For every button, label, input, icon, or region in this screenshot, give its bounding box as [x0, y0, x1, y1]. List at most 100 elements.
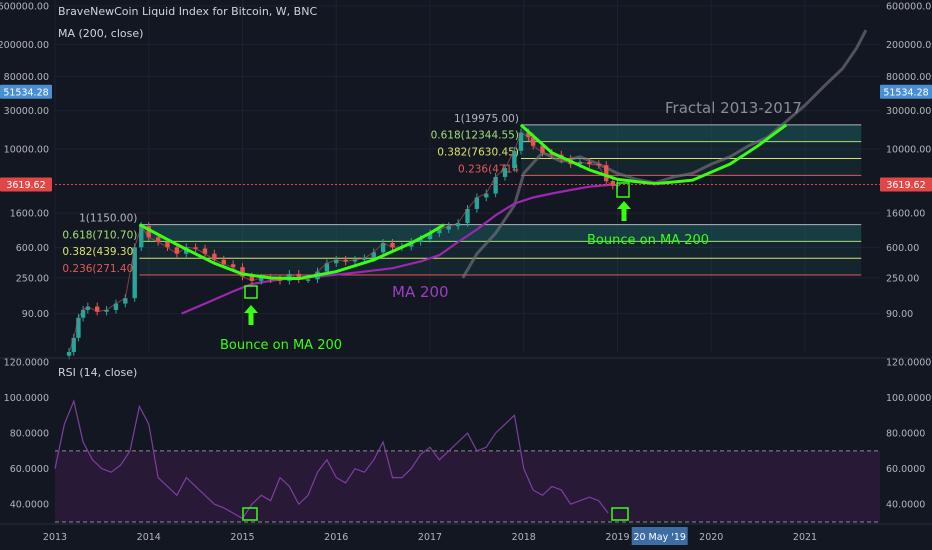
current-price-tag-left-bg	[0, 177, 52, 192]
y-tick-label-left: 90.00	[22, 309, 49, 320]
x-tick-label: 2013	[43, 532, 67, 543]
fib-retracement-2018: 1(19975.00) 0.618(12344.55) 0.382(7630.45)…	[431, 113, 862, 176]
y-tick-label-right: 600.00	[886, 243, 919, 254]
rsi-pane: 120.0000 120.0000 100.0000 100.0000 80.0000 8…	[4, 358, 931, 523]
y-tick-label-left: 30000.00	[4, 106, 49, 117]
fib-level-label: 0.236(4714	[458, 163, 519, 175]
current-price-tag-right-bg	[880, 177, 932, 192]
candle-body	[305, 279, 311, 281]
candle-body	[502, 168, 508, 177]
candle-body	[324, 263, 330, 272]
candle-body	[146, 226, 151, 238]
candle-body	[427, 233, 433, 240]
candle-body	[418, 239, 423, 242]
candle-body	[249, 276, 255, 281]
candle-body	[371, 252, 376, 259]
rsi-y-tick-right: 40.0000	[886, 500, 925, 511]
fractal-label: Fractal 2013-2017	[665, 99, 802, 117]
candle-body	[446, 226, 451, 230]
rsi-box-right	[611, 507, 629, 521]
candle-body	[352, 259, 358, 262]
y-tick-label-right: 90.00	[886, 309, 913, 320]
price-axes: 600000.00 600000.00 200000.00 200000.00 8000…	[0, 2, 932, 320]
fib-level-label: 0.618(710.70)	[62, 229, 137, 241]
fib-level-label: 1(1150.00)	[79, 213, 137, 225]
x-tick-label: 2015	[230, 532, 254, 543]
candle-body	[526, 132, 531, 138]
y-tick-label-right: 30000.00	[886, 106, 931, 117]
candle-body	[240, 267, 245, 277]
time-axis: 2013 2014 2015 2016 2017 2018 2019 2020 2021 20 M…	[0, 523, 932, 545]
rsi-y-tick-left: 40.0000	[10, 500, 49, 511]
candle-body	[587, 162, 592, 165]
x-tick-label: 2016	[324, 532, 348, 543]
date-tag: 20 May '19	[633, 532, 685, 543]
bounce-label-right: Bounce on MA 200	[587, 233, 709, 248]
rsi-band	[55, 450, 880, 522]
y-tick-label-left: 600.00	[16, 243, 49, 254]
fib-level-label: 0.236(271.40)	[62, 263, 137, 275]
candle-body	[202, 248, 208, 254]
candle-body	[66, 352, 72, 356]
candle-body	[296, 273, 301, 280]
candle-body	[104, 309, 109, 312]
rsi-label: RSI (14, close)	[58, 366, 138, 379]
candle-body	[132, 247, 137, 299]
candle-body	[123, 298, 128, 304]
x-tick-label: 2014	[137, 532, 161, 543]
candle-body	[165, 241, 170, 248]
candle-body	[530, 137, 536, 146]
y-tick-label-left: 1600.00	[10, 209, 49, 220]
candle-body	[390, 242, 395, 248]
bounce-arrow-right	[617, 201, 631, 221]
ma-price-tag-left: 51534.28	[3, 87, 48, 98]
candle-body	[155, 237, 161, 242]
candle-body	[221, 259, 226, 265]
indicator-label: MA (200, close)	[58, 27, 144, 40]
candle-body	[577, 162, 583, 165]
candle-body	[362, 258, 367, 260]
ma-200-label: MA 200	[392, 283, 449, 301]
candle-body	[139, 226, 144, 248]
y-tick-label-right: 80000.00	[886, 72, 931, 83]
candle-body	[465, 208, 470, 224]
bounce-box-left	[244, 285, 258, 299]
candle-body	[85, 306, 91, 310]
current-price-tag-right: 3619.62	[886, 180, 925, 191]
fractal-2013-2017-series	[461, 29, 868, 279]
candle-body	[540, 145, 545, 153]
y-tick-label-left: 250.00	[16, 273, 49, 284]
fib-zone-top	[520, 124, 862, 142]
candle-body	[174, 247, 180, 254]
candle-body	[259, 277, 264, 281]
y-tick-label-left: 80000.00	[4, 72, 49, 83]
y-tick-label-right: 250.00	[886, 273, 919, 284]
bowl-curve-right	[519, 123, 788, 186]
y-tick-label-left: 600000.00	[0, 2, 49, 13]
rsi-y-tick-right: 60.0000	[886, 464, 925, 475]
annotations: Fractal 2013-2017 MA 200 Bounce on MA 200 B…	[220, 99, 802, 353]
fib-level-label: 0.382(439.30)	[62, 246, 137, 258]
candle-body	[474, 197, 480, 209]
candle-body	[71, 337, 76, 352]
candle-body	[76, 317, 81, 338]
rsi-y-tick-left: 60.0000	[10, 464, 49, 475]
fib-retracement-2014: 1(1150.00) 0.618(710.70) 0.382(439.30) 0.23…	[62, 213, 862, 276]
fib-level-label: 0.618(12344.55)	[431, 130, 519, 142]
candle-body	[380, 242, 386, 253]
candle-body	[230, 264, 236, 268]
y-tick-label-right: 200000.00	[886, 40, 932, 51]
candle-body	[343, 259, 348, 262]
bounce-arrow-left	[244, 305, 258, 325]
bowl-curve-left	[138, 223, 445, 281]
ma-price-tag-right: 51534.28	[883, 87, 928, 98]
y-tick-label-right: 600000.00	[886, 2, 932, 13]
fib-level-label: 0.382(7630.45)	[437, 146, 519, 158]
rsi-y-tick-left: 120.0000	[4, 358, 49, 369]
candle-body	[334, 259, 339, 264]
candle-body	[113, 303, 119, 310]
candle-body	[518, 132, 524, 151]
current-price-tag-left: 3619.62	[6, 180, 45, 191]
rsi-y-tick-left: 100.0000	[4, 393, 49, 404]
fractal-line	[461, 29, 868, 279]
